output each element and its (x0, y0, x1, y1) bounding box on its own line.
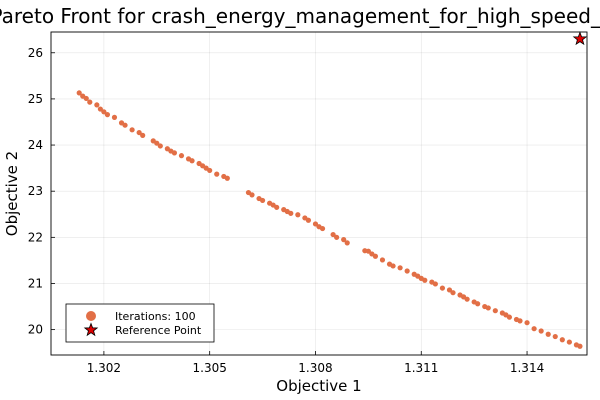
legend-marker-iterations (86, 311, 96, 321)
y-tick-label: 26 (28, 46, 43, 60)
x-tick-label: 1.311 (404, 361, 438, 375)
y-tick-label: 24 (28, 138, 43, 152)
pareto-point (305, 217, 312, 223)
pareto-point (140, 132, 146, 138)
pareto-point (76, 90, 82, 96)
pareto-point (365, 248, 371, 254)
pareto-point (189, 158, 195, 164)
x-tick-label: 1.302 (87, 361, 121, 375)
pareto-point (312, 221, 319, 227)
legend-marker-reference (83, 322, 99, 337)
pareto-point (171, 150, 178, 156)
x-tick-label: 1.308 (298, 361, 332, 375)
chart-title: Pareto Front for crash_energy_management… (0, 4, 600, 28)
grid (51, 32, 587, 355)
reference-point-star (572, 31, 588, 46)
y-tick-label: 25 (28, 92, 43, 106)
pareto-point (492, 308, 498, 314)
pareto-point (94, 102, 100, 108)
legend-box (65, 303, 215, 343)
pareto-point (330, 231, 336, 238)
pareto-point (129, 127, 135, 133)
pareto-point (295, 212, 301, 218)
pareto-point (524, 320, 530, 326)
pareto-point (379, 257, 386, 263)
y-tick-label: 21 (28, 276, 43, 290)
pareto-point (344, 240, 350, 246)
pareto-point (274, 204, 280, 210)
pareto-point (531, 326, 537, 332)
pareto-point (154, 140, 160, 146)
pareto-point (104, 112, 111, 118)
plot-frame (50, 31, 588, 356)
y-axis: 20 21 22 23 24 25 26 (28, 46, 55, 337)
pareto-point (538, 328, 544, 334)
pareto-point (341, 237, 347, 243)
pareto-point (214, 171, 220, 177)
pareto-point (450, 290, 456, 296)
pareto-point (397, 265, 403, 271)
pareto-point (485, 305, 491, 311)
pareto-point (517, 318, 523, 324)
pareto-point (178, 153, 185, 159)
legend: Iterations: 100 Reference Point (65, 303, 215, 343)
series-layer (76, 31, 588, 349)
y-tick-label: 23 (28, 184, 43, 198)
pareto-point (545, 331, 551, 337)
pareto-point (319, 225, 326, 232)
pareto-point (559, 337, 565, 343)
pareto-point (288, 210, 294, 216)
pareto-point (552, 333, 558, 340)
y-tick-label: 20 (28, 323, 43, 337)
pareto-point (372, 253, 379, 259)
pareto-point (83, 95, 89, 102)
pareto-point (136, 129, 142, 136)
pareto-point (446, 287, 453, 293)
pareto-point (122, 122, 128, 128)
pareto-point (439, 285, 446, 291)
pareto-point (111, 114, 118, 120)
pareto-point (464, 296, 470, 302)
pareto-point (259, 197, 266, 204)
pareto-point (577, 343, 583, 349)
pareto-point (224, 175, 230, 181)
pareto-point (97, 106, 103, 112)
x-axis-label: Objective 1 (276, 377, 361, 395)
legend-label-iterations: Iterations: 100 (115, 310, 196, 323)
legend-label-reference: Reference Point (115, 324, 202, 337)
y-axis-label: Objective 2 (3, 151, 21, 236)
pareto-point (249, 192, 255, 198)
pareto-point (404, 268, 410, 274)
x-tick-label: 1.305 (193, 361, 227, 375)
pareto-point (157, 143, 163, 149)
pareto-point (422, 277, 428, 283)
pareto-point (475, 301, 481, 307)
y-tick-label: 22 (28, 230, 43, 244)
pareto-point (101, 109, 107, 115)
pareto-point (207, 167, 213, 174)
pareto-point (506, 314, 513, 320)
pareto-point (334, 234, 340, 240)
x-axis: 1.302 1.305 1.308 1.311 1.314 (87, 351, 544, 375)
x-tick-label: 1.314 (510, 361, 544, 375)
pareto-point (87, 99, 93, 105)
pareto-point (566, 339, 572, 345)
pareto-point (432, 281, 438, 287)
pareto-point (390, 263, 396, 269)
